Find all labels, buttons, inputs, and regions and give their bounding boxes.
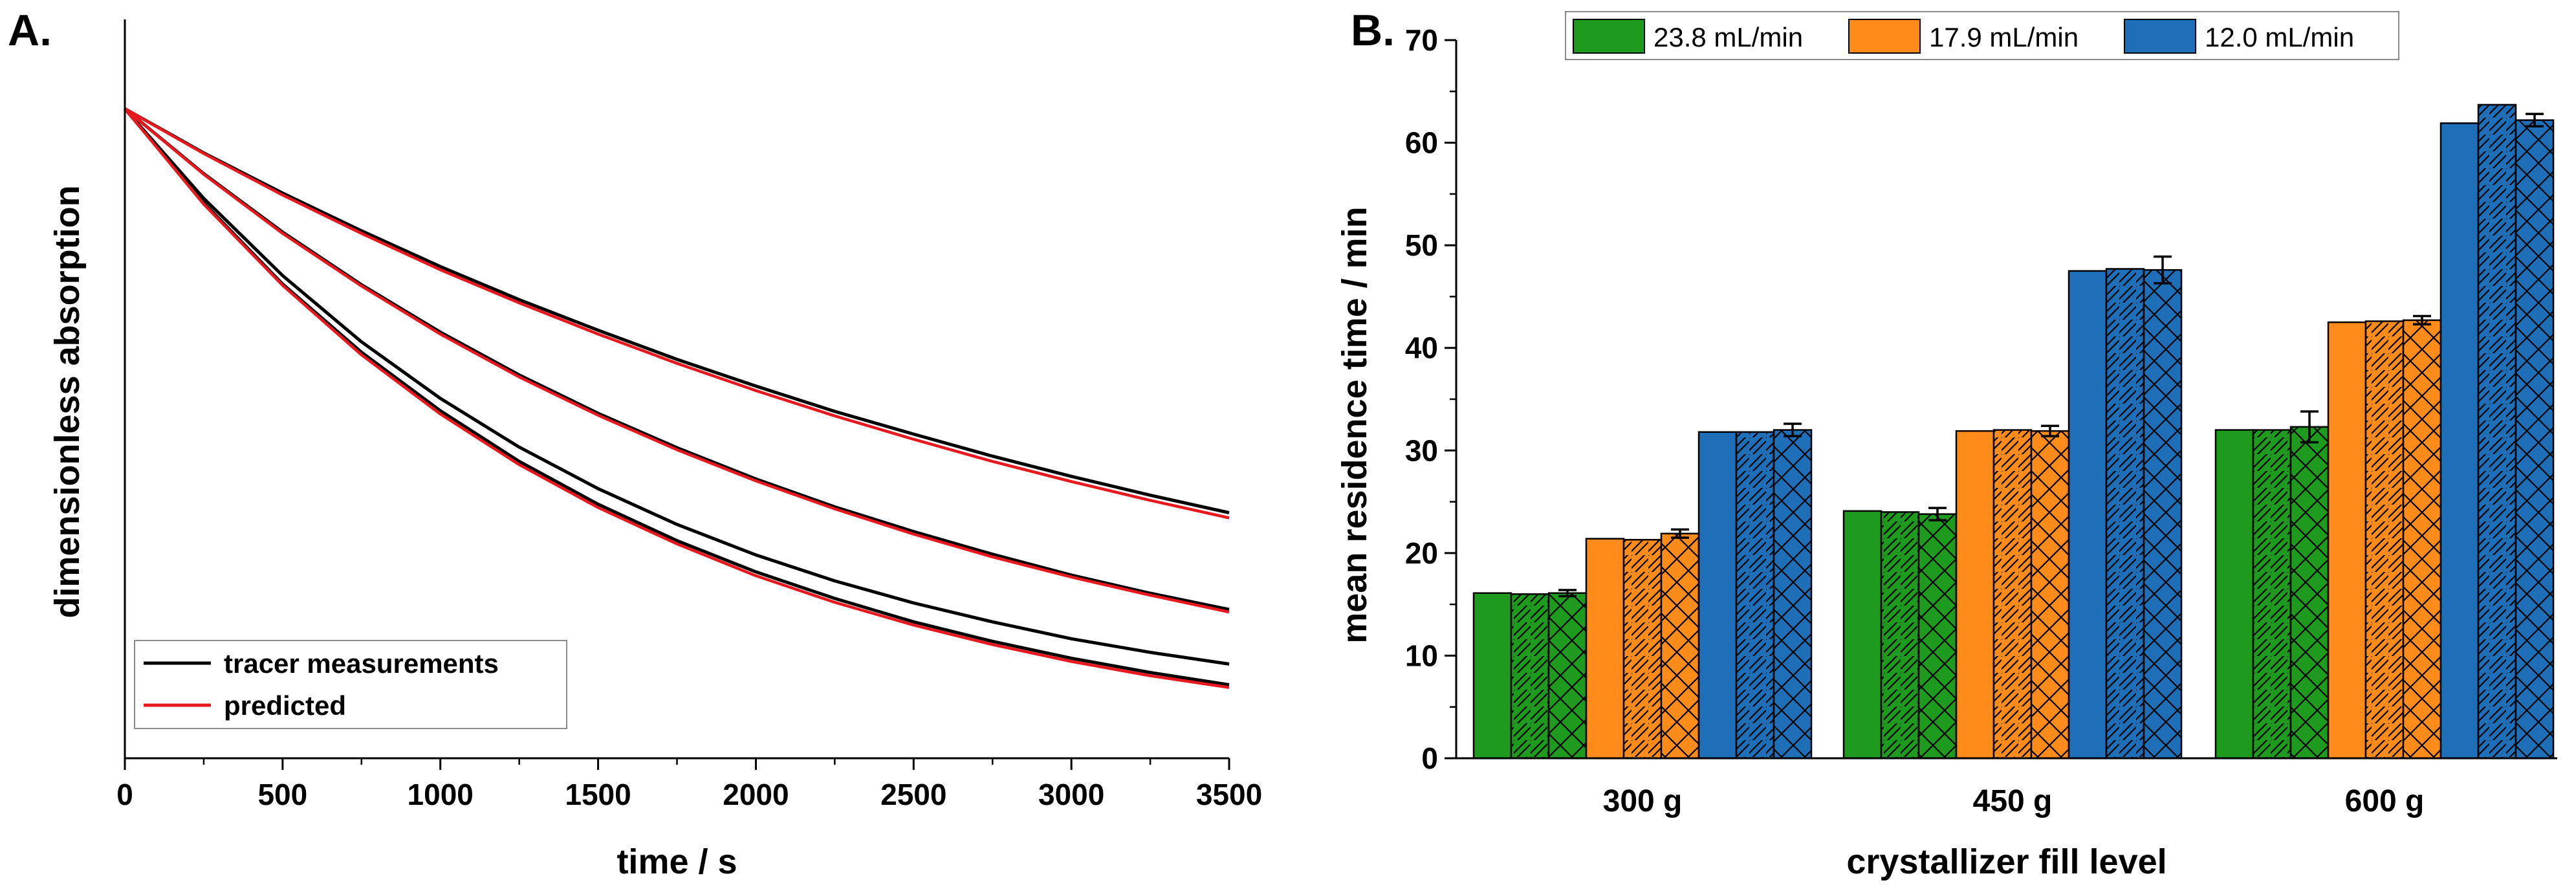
legend-orange-label: 17.9 mL/min [1929, 22, 2079, 52]
panel-a-legend-box [134, 640, 567, 729]
category-label: 600 g [2345, 784, 2425, 818]
panel-a-x-tick-label: 3500 [1196, 778, 1262, 811]
legend-green-swatch [1573, 19, 1645, 54]
panel-a-legend: tracer measurements predicted [134, 640, 567, 729]
panel-a-x-tick-label: 3000 [1038, 778, 1104, 811]
bar-pattern-overlay [1774, 430, 1811, 758]
panel-a-x-axis-title: time / s [617, 842, 737, 881]
series-line-predicted-1 [124, 107, 1230, 520]
panel-a-x-tick-label: 1500 [565, 778, 631, 811]
panel-a-curves [124, 107, 1230, 689]
panel-b-legend-box [1565, 11, 2399, 60]
panel-a-label: A. [8, 6, 52, 55]
panel-a-axes: 0 500 1000 1500 2000 2500 3000 3500 [116, 19, 1262, 811]
bar-pattern-overlay [1994, 430, 2031, 758]
category-label: 300 g [1603, 784, 1683, 818]
panel-a: A. 0 500 1000 1500 2000 2500 3000 3500 time / s… [8, 6, 1262, 881]
series-line-measured-3 [124, 107, 1230, 666]
panel-b-legend: 23.8 mL/min 17.9 mL/min 12.0 mL/min [1565, 11, 2399, 60]
series-line-predicted-2 [124, 107, 1230, 614]
series-line-measured-1 [124, 107, 1230, 514]
panel-b-y-tick-label: 70 [1405, 23, 1438, 57]
panel-a-x-tick-label: 500 [257, 778, 307, 811]
series-line-predicted-4 [124, 107, 1230, 689]
panel-b-x-axis-title: crystallizer fill level [1846, 842, 2167, 881]
panel-a-x-tick-label: 2500 [880, 778, 946, 811]
bar-450g-238mLmin-solid [1842, 510, 1883, 760]
legend-orange-swatch [1848, 19, 1921, 54]
panel-b: B. 300 g 450 g 600 g 0 10 20 30 40 50 60 70 cryst… [1335, 6, 2557, 881]
bar-pattern-overlay [2478, 104, 2516, 758]
bar-pattern-overlay [1549, 593, 1586, 758]
bar-pattern-overlay [2253, 430, 2291, 758]
panel-b-y-tick-label: 0 [1421, 741, 1438, 775]
legend-blue-label: 12.0 mL/min [2205, 22, 2354, 52]
bar-pattern-overlay [1511, 594, 1549, 758]
bar-600g-120mLmin-solid [2440, 122, 2480, 760]
panel-a-x-tick-label: 2000 [723, 778, 789, 811]
bar-pattern-overlay [1736, 432, 1774, 758]
panel-b-y-tick-label: 40 [1405, 331, 1438, 365]
bar-pattern-overlay [2291, 426, 2328, 758]
legend-measured-label: tracer measurements [224, 648, 499, 679]
panel-b-y-tick-label: 10 [1405, 639, 1438, 672]
bar-pattern-overlay [2106, 268, 2144, 759]
category-label: 450 g [1973, 784, 2053, 818]
legend-blue-swatch [2124, 19, 2196, 54]
bar-600g-238mLmin-solid [2214, 429, 2254, 760]
bar-pattern-overlay [1919, 514, 1956, 758]
panel-b-y-tick-label: 20 [1405, 536, 1438, 570]
bar-pattern-overlay [1624, 540, 1661, 758]
bar-pattern-overlay [2366, 321, 2403, 758]
bar-300g-120mLmin-solid [1697, 431, 1738, 760]
bar-450g-120mLmin-solid [2068, 270, 2108, 760]
panel-a-x-tick-label: 1000 [408, 778, 474, 811]
panel-b-y-tick-label: 30 [1405, 433, 1438, 467]
panel-b-axes: 0 10 20 30 40 50 60 70 [1405, 23, 2557, 775]
legend-green-label: 23.8 mL/min [1654, 22, 1803, 52]
panel-b-y-tick-label: 60 [1405, 126, 1438, 160]
panel-b-y-tick-label: 50 [1405, 228, 1438, 262]
bar-pattern-overlay [2403, 320, 2441, 758]
bar-pattern-overlay [2144, 270, 2181, 758]
legend-predicted-label: predicted [224, 690, 346, 721]
bar-300g-238mLmin-solid [1472, 592, 1512, 760]
bar-pattern-overlay [1881, 512, 1919, 758]
panel-b-y-axis-title: mean residence time / min [1335, 206, 1374, 643]
bar-pattern-overlay [2516, 120, 2553, 758]
panel-b-bars: 300 g 450 g 600 g [1472, 104, 2555, 818]
bar-450g-179mLmin-solid [1955, 430, 1995, 760]
panel-b-label: B. [1351, 6, 1395, 55]
panel-a-x-tick-label: 0 [116, 778, 133, 811]
bar-600g-179mLmin-solid [2327, 321, 2367, 760]
bar-pattern-overlay [2031, 431, 2069, 758]
bar-pattern-overlay [1661, 533, 1699, 758]
panel-a-y-axis-title: dimensionless absorption [48, 185, 87, 618]
bar-300g-179mLmin-solid [1585, 538, 1625, 760]
